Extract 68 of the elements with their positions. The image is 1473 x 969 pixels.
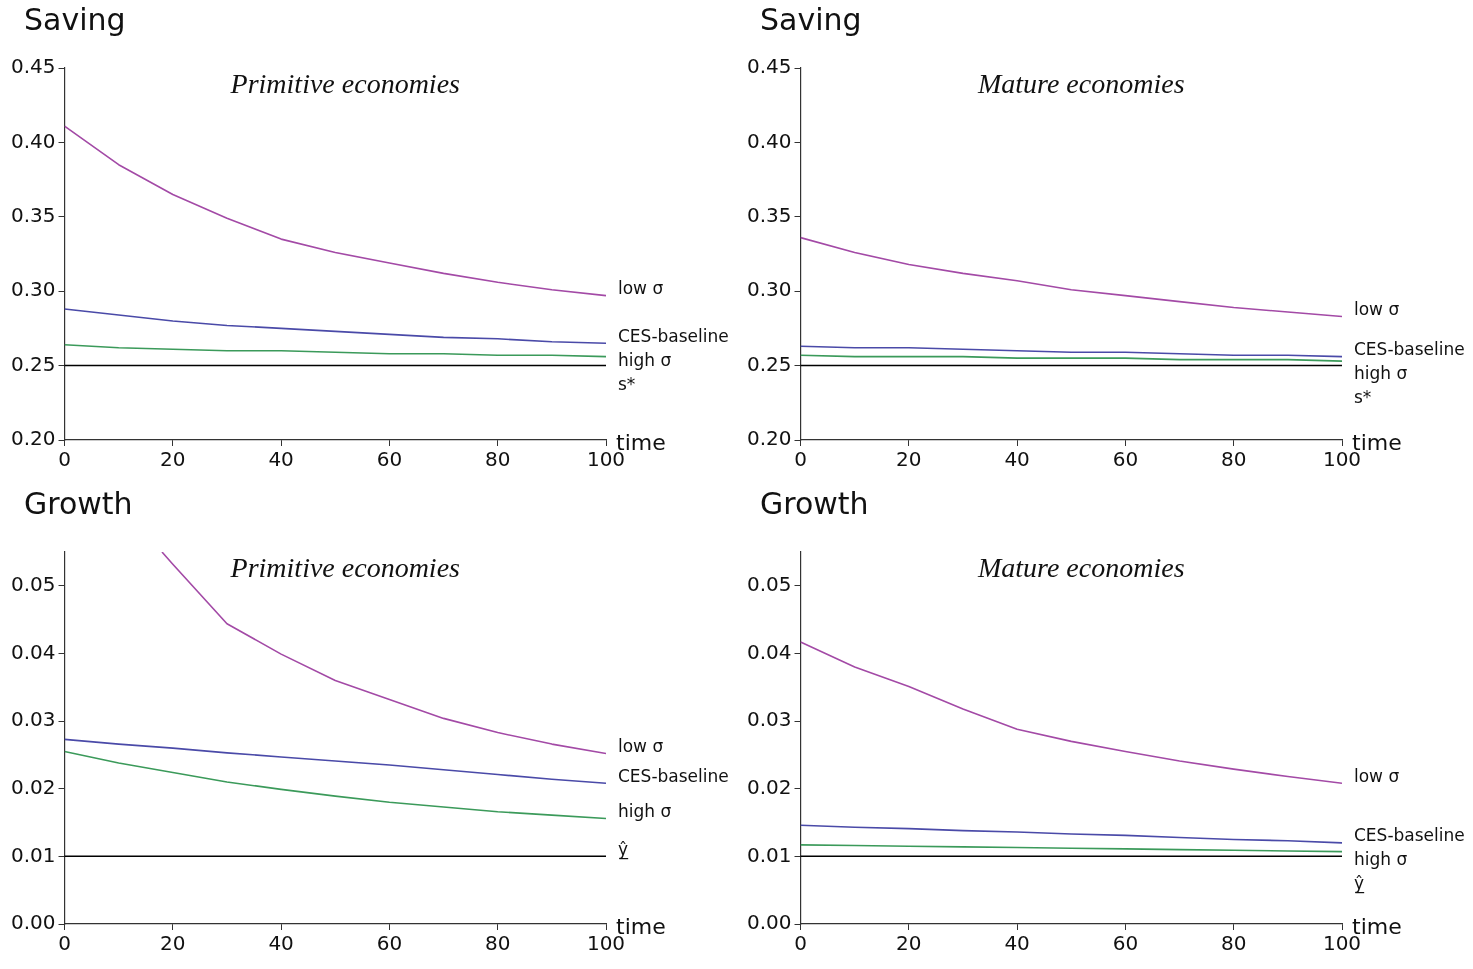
x-tick-label: 20 — [160, 931, 186, 956]
y-tick-label: 0.30 — [747, 277, 792, 302]
x-tick-label: 40 — [1004, 447, 1030, 472]
ref-line-label: s* — [1354, 387, 1372, 408]
y-tick-label: 0.35 — [747, 203, 792, 227]
x-tick-label: 0 — [58, 447, 71, 472]
x-tick-label: 80 — [484, 447, 511, 472]
ref-line-label: ŷ̲ — [618, 838, 630, 860]
y-tick-label: 0.45 — [11, 54, 56, 79]
chart-subtitle: Primitive economies — [229, 68, 461, 100]
y-tick-label: 0.03 — [747, 707, 792, 732]
series-label: high σ — [618, 800, 672, 821]
y-tick-label: 0.20 — [11, 426, 56, 451]
y-tick-label: 0.00 — [11, 910, 56, 935]
y-tick-label: 0.04 — [747, 639, 792, 664]
series-label: low σ — [1354, 765, 1400, 786]
y-tick-label: 0.04 — [11, 639, 56, 664]
y-tick-label: 0.25 — [747, 351, 792, 376]
ref-line-label: ŷ̲ — [1354, 873, 1366, 895]
x-tick-label: 60 — [376, 447, 403, 472]
series-label: high σ — [1354, 363, 1408, 384]
y-tick-label: 0.01 — [747, 842, 792, 867]
series-label: high σ — [618, 349, 672, 370]
x-tick-label: 20 — [896, 447, 922, 472]
series-label: low σ — [618, 735, 664, 756]
x-tick-label: 60 — [1112, 931, 1139, 956]
y-tick-label: 0.02 — [747, 774, 792, 799]
x-tick-label: 20 — [160, 447, 186, 472]
y-tick-label: 0.45 — [747, 54, 792, 79]
x-tick-label: 80 — [484, 931, 511, 956]
chart-subtitle: Primitive economies — [229, 552, 461, 584]
series-label: low σ — [1354, 298, 1400, 319]
x-tick-label: 40 — [268, 447, 294, 472]
y-tick-label: 0.05 — [11, 572, 56, 597]
chart-subtitle: Mature economies — [976, 68, 1185, 100]
chart-title: Growth — [760, 486, 869, 521]
series-label: CES-baseline — [618, 325, 729, 346]
y-tick-label: 0.40 — [11, 128, 56, 153]
x-tick-label: 80 — [1220, 447, 1247, 472]
x-tick-label: 80 — [1220, 931, 1247, 956]
series-label: high σ — [1354, 849, 1408, 870]
x-tick-label: 40 — [1004, 931, 1030, 956]
y-tick-label: 0.40 — [747, 128, 792, 153]
y-tick-label: 0.30 — [11, 277, 56, 302]
x-tick-label: 60 — [376, 931, 403, 956]
y-tick-label: 0.05 — [747, 572, 792, 597]
y-tick-label: 0.03 — [11, 707, 56, 732]
x-tick-label: 0 — [58, 931, 71, 956]
y-tick-label: 0.02 — [11, 774, 56, 799]
y-tick-label: 0.25 — [11, 351, 56, 376]
x-tick-label: 0 — [794, 447, 807, 472]
x-tick-label: 20 — [896, 931, 922, 956]
y-tick-label: 0.20 — [747, 426, 792, 451]
x-tick-label: 0 — [794, 931, 807, 956]
y-tick-label: 0.01 — [11, 842, 56, 867]
y-tick-label: 0.35 — [11, 203, 56, 227]
series-label: CES-baseline — [618, 765, 729, 786]
chart-title: Growth — [24, 486, 133, 521]
chart-subtitle: Mature economies — [976, 552, 1185, 584]
series-label: CES-baseline — [1354, 825, 1465, 846]
y-tick-label: 0.00 — [747, 910, 792, 935]
chart-title: Saving — [24, 2, 126, 37]
series-label: low σ — [618, 278, 664, 299]
chart-title: Saving — [760, 2, 862, 37]
ref-line-label: s* — [618, 373, 636, 394]
x-tick-label: 40 — [268, 931, 294, 956]
x-tick-label: 60 — [1112, 447, 1139, 472]
series-label: CES-baseline — [1354, 339, 1465, 360]
